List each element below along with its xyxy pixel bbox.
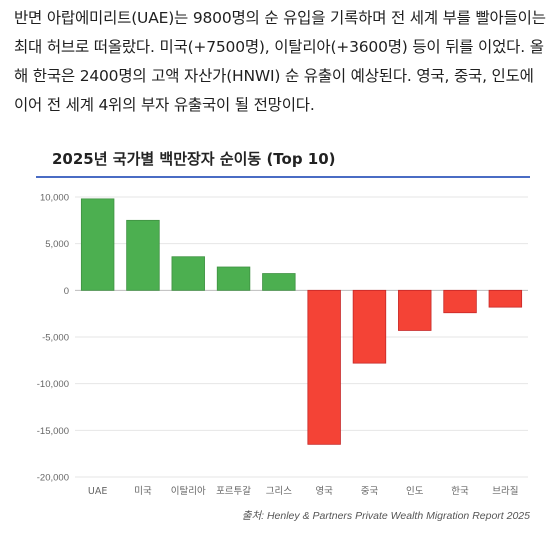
y-tick-label: -10,000	[37, 379, 69, 390]
bar-4	[262, 273, 296, 291]
y-axis: 10,000 5,000 0 -5,000 -10,000 -15,000 -20,000	[37, 193, 69, 484]
x-tick-label: 중국	[361, 486, 379, 497]
y-tick-label: 5,000	[45, 239, 69, 250]
bar-7	[398, 289, 432, 331]
bar-3	[216, 266, 251, 291]
y-tick-label: -20,000	[37, 473, 69, 484]
x-tick-label: UAE	[88, 486, 107, 497]
chart-title: 2025년 국가별 백만장자 순이동 (Top 10)	[52, 150, 336, 168]
bar-8	[443, 289, 477, 314]
bars	[80, 198, 523, 445]
bar-1	[126, 219, 160, 291]
x-tick-label: 영국	[315, 486, 333, 497]
bar-0	[80, 198, 115, 291]
y-tick-label: -15,000	[37, 426, 69, 437]
x-tick-label: 이탈리아	[171, 485, 206, 497]
x-tick-label: 한국	[451, 486, 469, 497]
x-axis: UAE 미국 이탈리아 포르투갈 그리스 영국 중국 인도 한국 브라질	[88, 485, 519, 497]
y-tick-label: -5,000	[42, 333, 69, 344]
title-divider	[36, 176, 530, 178]
x-tick-label: 미국	[134, 486, 152, 497]
bar-2	[171, 256, 205, 291]
bar-9	[488, 289, 523, 308]
x-tick-label: 브라질	[492, 485, 518, 497]
x-tick-label: 포르투갈	[216, 485, 251, 497]
chart-source: 출처: Henley & Partners Private Wealth Mig…	[241, 510, 530, 522]
y-tick-label: 0	[64, 286, 69, 297]
bar-6	[352, 289, 387, 364]
article-paragraph: 반면 아랍에미리트(UAE)는 9800명의 순 유입을 기록하며 전 세계 부…	[14, 4, 550, 120]
article-text: 반면 아랍에미리트(UAE)는 9800명의 순 유입을 기록하며 전 세계 부…	[14, 9, 546, 114]
x-tick-label: 인도	[406, 486, 424, 497]
y-tick-label: 10,000	[40, 193, 69, 204]
bar-5	[307, 289, 341, 445]
bar-chart: 10,0005,0000-5,000-10,000-15,000-20,000 …	[37, 193, 528, 497]
x-tick-label: 그리스	[266, 486, 292, 497]
